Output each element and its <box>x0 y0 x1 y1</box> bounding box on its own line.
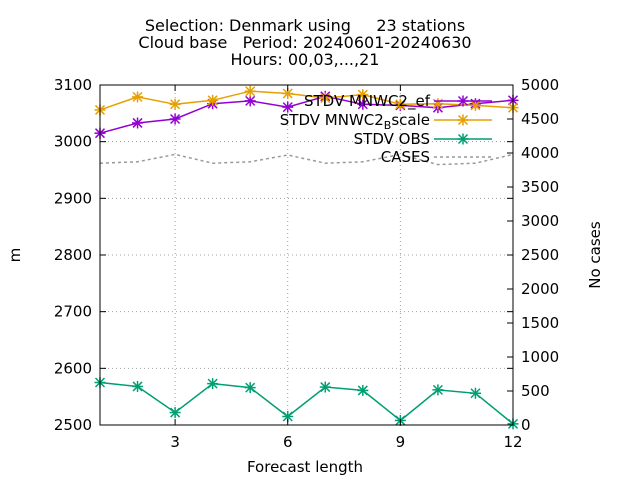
y-tick-label: 2600 <box>54 359 92 377</box>
series-3 <box>99 153 514 166</box>
data-point <box>319 381 331 393</box>
plot-frame <box>99 84 514 426</box>
legend-marker <box>457 114 469 126</box>
y2-tick-label: 0 <box>521 416 531 434</box>
data-point <box>357 384 369 396</box>
legend-label: STDV OBS <box>354 130 430 148</box>
legend-label: STDV MNWC2Bscale <box>280 111 430 132</box>
legend-marker <box>457 95 469 107</box>
data-point <box>132 380 144 392</box>
series-line <box>99 153 514 166</box>
y2-axis-label: No cases <box>586 221 604 289</box>
legend-marker <box>457 133 469 145</box>
y2-tick-label: 500 <box>521 382 550 400</box>
y-tick-label: 2800 <box>54 246 92 264</box>
data-point <box>169 113 181 125</box>
y-tick-label: 2500 <box>54 416 92 434</box>
data-point <box>244 95 256 107</box>
data-point <box>132 91 144 103</box>
series-2 <box>94 377 519 430</box>
y2-tick-label: 4000 <box>521 144 559 162</box>
title-line-2: Cloud base Period: 20240601-20240630 <box>138 33 471 52</box>
y2-tick-label: 2500 <box>521 246 559 264</box>
data-point <box>319 92 331 104</box>
title-line-1: Selection: Denmark using 23 stations <box>145 16 465 35</box>
data-point <box>432 98 444 110</box>
y-tick-label: 2700 <box>54 303 92 321</box>
y-tick-label: 2900 <box>54 189 92 207</box>
legend-entry-1: STDV MNWC2Bscale <box>280 111 492 132</box>
data-point <box>282 411 294 422</box>
x-tick-label: 12 <box>503 433 522 451</box>
data-point <box>244 382 256 394</box>
data-point <box>282 101 294 113</box>
y2-tick-label: 1000 <box>521 348 559 366</box>
axes: 2500 2600 2700 2800 2900 3000 3100 0 500 1000 1500… <box>54 76 559 451</box>
data-point <box>394 98 406 110</box>
data-point <box>432 384 444 396</box>
y-axis-label: m <box>6 248 24 263</box>
legend-label: CASES <box>381 148 430 166</box>
y2-tick-label: 5000 <box>521 76 559 94</box>
data-point <box>169 407 181 419</box>
data-point <box>357 98 369 110</box>
legend-label: STDV MNWC2_ef <box>304 92 431 111</box>
title-line-3: Hours: 00,03,...,21 <box>231 50 380 69</box>
y2-tick-label: 3500 <box>521 178 559 196</box>
data-point <box>169 98 181 110</box>
grid-lines <box>100 84 514 426</box>
legend-label-tail: scale <box>391 111 430 129</box>
data-point <box>469 387 481 399</box>
legend-subscript: B <box>384 119 392 132</box>
y2-tick-label: 4500 <box>521 110 559 128</box>
x-tick-label: 6 <box>283 433 293 451</box>
chart-title: Selection: Denmark using 23 stations Clo… <box>138 16 471 69</box>
data-point <box>207 378 219 390</box>
y2-tick-label: 3000 <box>521 212 559 230</box>
y-tick-label: 3000 <box>54 133 92 151</box>
data-point <box>244 85 256 97</box>
data-point <box>207 94 219 106</box>
series-line <box>99 381 514 425</box>
x-tick-label: 9 <box>396 433 406 451</box>
legend-entry-2: STDV OBS <box>354 130 492 148</box>
series-1 <box>94 85 519 116</box>
y2-tick-label: 1500 <box>521 314 559 332</box>
y-tick-label: 3100 <box>54 76 92 94</box>
series-line <box>99 90 514 111</box>
legend-entry-3: CASES <box>381 148 492 166</box>
series-line <box>99 95 514 134</box>
data-point <box>132 117 144 129</box>
series-layer <box>94 85 519 430</box>
x-tick-label: 3 <box>170 433 180 451</box>
y2-tick-label: 2000 <box>521 280 559 298</box>
legend-entry-0: STDV MNWC2_ef <box>304 92 492 111</box>
data-point <box>357 89 369 101</box>
x-axis-label: Forecast length <box>247 458 363 476</box>
